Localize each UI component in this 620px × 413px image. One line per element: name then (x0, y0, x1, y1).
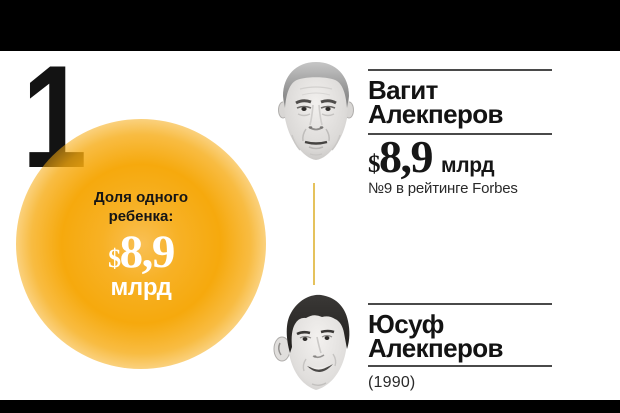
parent-last-name: Алекперов (368, 99, 504, 130)
divider-line (368, 365, 552, 367)
parent-name: Вагит Алекперов (368, 71, 552, 134)
bubble-unit: млрд (110, 273, 172, 301)
parent-first-name: Вагит (368, 74, 438, 105)
bubble-amount: $8,9 (108, 226, 176, 279)
child-share-bubble: Доля одного ребенка: $8,9 млрд (16, 119, 266, 369)
divider-line (368, 303, 552, 305)
bubble-currency: $ (108, 244, 121, 274)
divider-line (368, 133, 552, 135)
bubble-label-line2: ребенка: (108, 208, 174, 226)
bottom-black-bar (0, 400, 620, 413)
child-info-block: Юсуф Алекперов (1990) (368, 303, 552, 392)
parent-wealth-amount: 8,9 (379, 130, 434, 182)
parent-wealth-unit: млрд (441, 153, 495, 177)
child-last-name: Алекперов (368, 333, 504, 364)
bubble-label-line1: Доля одного (93, 189, 189, 207)
parent-child-connector-line (313, 183, 315, 285)
divider-line (368, 69, 552, 71)
child-first-name: Юсуф (368, 308, 444, 339)
bubble-amount-value: 8,9 (119, 226, 176, 279)
child-birth-year: (1990) (368, 373, 416, 391)
parent-info-block: Вагит Алекперов $8,9 млрд №9 в рейтинге F… (368, 69, 552, 197)
child-name: Юсуф Алекперов (368, 305, 552, 366)
forbes-rank-note: №9 в рейтинге Forbes (368, 180, 518, 198)
elder-man-portrait-icon (278, 62, 354, 160)
vagit-alekperov-portrait (272, 57, 360, 167)
top-black-bar (0, 0, 620, 51)
parent-wealth-currency: $ (368, 150, 381, 178)
young-man-portrait-icon (273, 294, 350, 390)
yusuf-alekperov-portrait (266, 289, 368, 400)
parent-wealth: $8,9 млрд (368, 130, 552, 182)
